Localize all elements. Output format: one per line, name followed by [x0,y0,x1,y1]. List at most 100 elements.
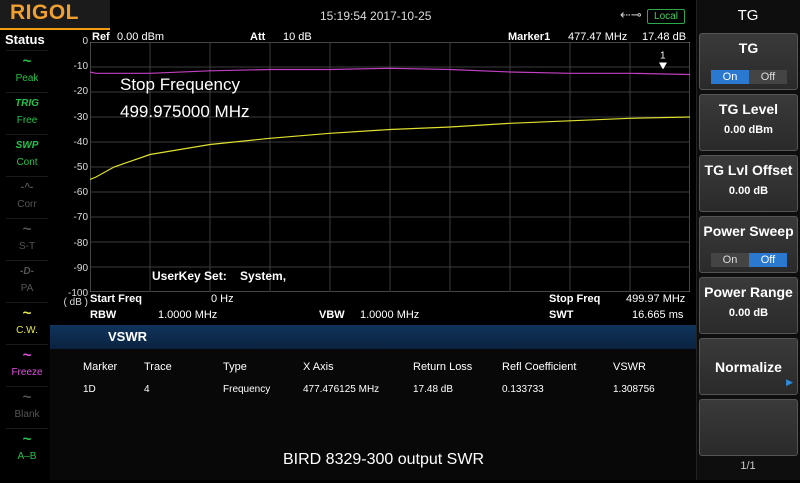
toggle-option-on[interactable]: On [711,70,749,84]
toggle-option-off[interactable]: Off [749,70,787,84]
softkey-value: 0.00 dB [728,307,769,319]
toggle-option-off[interactable]: Off [749,253,787,267]
start-freq-value: 0 Hz [211,293,234,305]
status-label: S-T [18,241,36,252]
usb-icon: ⇠⊸ [620,7,642,22]
status-item-free[interactable]: TRIG Free [6,92,48,147]
spectrum-plot[interactable]: 1 [90,42,690,292]
status-item-c-w-[interactable]: ~ C.W. [6,302,48,357]
trace-2 [90,116,690,181]
softkey-toggle[interactable]: On Off [708,67,790,84]
vswr-col-return-loss: Return Loss [413,361,473,373]
status-icon: SWP [15,140,39,151]
y-tick-label: 0 [82,36,88,47]
status-label: A–B [17,451,37,462]
status-icon: -^- [20,182,34,193]
y-tick-label: -40 [73,136,88,148]
status-label: PA [20,283,34,294]
vswr-cell: 477.476125 MHz [303,384,380,395]
overlay-value: 499.975000 MHz [120,102,250,121]
swt-value: 16.665 ms [632,309,684,321]
status-label: Cont [16,157,38,168]
datetime: 15:19:54 2017-10-25 [320,9,432,23]
status-icon: ~ [22,305,32,322]
softkey-toggle[interactable]: On Off [708,250,790,267]
status-label: Peak [15,73,39,84]
y-tick-label: -70 [73,212,88,224]
status-title: Status [5,32,45,47]
y-tick-label: -60 [73,187,88,199]
vswr-col-type: Type [223,361,247,373]
att-value: 10 dB [283,31,312,43]
softkey-tg-level[interactable]: TG Level 0.00 dBm [699,94,798,151]
marker-1-icon[interactable] [658,62,667,70]
toggle-option-on[interactable]: On [711,253,749,267]
status-item-a-b[interactable]: ~ A–B [6,428,48,483]
y-tick-label: -90 [73,262,88,274]
status-item-peak[interactable]: ~ Peak [6,50,48,105]
userkey-text: UserKey Set: System, [152,269,287,283]
marker-1-label: 1 [660,51,666,62]
y-tick-label: -80 [73,237,88,249]
vbw-value: 1.0000 MHz [360,309,420,321]
softkey-title: Power Sweep [703,223,794,239]
status-item-freeze[interactable]: ~ Freeze [6,344,48,399]
softkey-power-sweep[interactable]: Power Sweep On Off [699,216,798,273]
y-tick-label: -10 [73,61,88,73]
y-tick-label: -20 [73,86,88,98]
vswr-cell: Frequency [223,384,271,395]
y-tick-label: -30 [73,111,88,123]
vswr-col-x-axis: X Axis [303,361,334,373]
status-item-pa[interactable]: -D- PA [6,260,48,315]
rbw-label: RBW [90,309,117,321]
submenu-arrow-icon: ▶ [786,377,793,387]
local-badge[interactable]: Local [647,9,685,24]
status-item-s-t[interactable]: ~ S-T [6,218,48,273]
att-label: Att [250,31,266,43]
status-icon: ~ [22,431,32,448]
status-label: Free [16,115,38,126]
status-icon: -D- [20,266,34,277]
logo-text: RIGOL [10,1,79,24]
status-item-corr[interactable]: -^- Corr [6,176,48,231]
softkey-title: TG Level [718,101,779,117]
softkey-empty[interactable] [699,399,798,456]
softkey-tg-lvl-offset[interactable]: TG Lvl Offset 0.00 dB [699,155,798,212]
vswr-cell: 1.308756 [613,384,655,395]
swt-label: SWT [549,309,574,321]
status-item-cont[interactable]: SWP Cont [6,134,48,189]
trace-1 [90,67,690,76]
note-text: BIRD 8329-300 output SWR [283,451,484,468]
y-tick-label: -50 [73,162,88,173]
status-item-blank[interactable]: ~ Blank [6,386,48,441]
status-label: C.W. [16,325,38,336]
status-icon: ~ [22,389,32,406]
marker-label: Marker1 [508,31,551,43]
softkey-normalize[interactable]: Normalize ▶ [699,338,798,395]
vswr-cell: 1D [83,384,96,395]
vswr-col-trace: Trace [144,361,172,373]
softkey-title: Power Range [704,284,793,300]
ref-value: 0.00 dBm [117,31,165,43]
menu-title: TG [737,7,759,24]
vbw-label: VBW [319,309,345,321]
vswr-panel-header [50,325,696,349]
start-freq-label: Start Freq [90,293,142,305]
y-tick-label: -100 [67,288,88,299]
stop-freq-label: Stop Freq [549,293,601,305]
softkey-power-range[interactable]: Power Range 0.00 dB [699,277,798,334]
softkey-title: TG Lvl Offset [704,162,793,178]
status-icon: ~ [22,221,32,238]
rigol-logo: RIGOL [0,0,110,30]
vswr-col-marker: Marker [83,361,118,373]
stop-freq-value: 499.97 MHz [626,293,686,305]
softkey-tg[interactable]: TG On Off [699,33,798,90]
ref-label: Ref [92,31,110,43]
softkey-value: 0.00 dBm [724,124,773,136]
softkey-value: 0.00 dB [728,185,769,197]
top-bar [0,0,696,30]
vswr-cell: 4 [144,384,150,395]
vswr-col-vswr: VSWR [613,361,646,373]
rbw-value: 1.0000 MHz [158,309,218,321]
vswr-title: VSWR [108,329,147,344]
